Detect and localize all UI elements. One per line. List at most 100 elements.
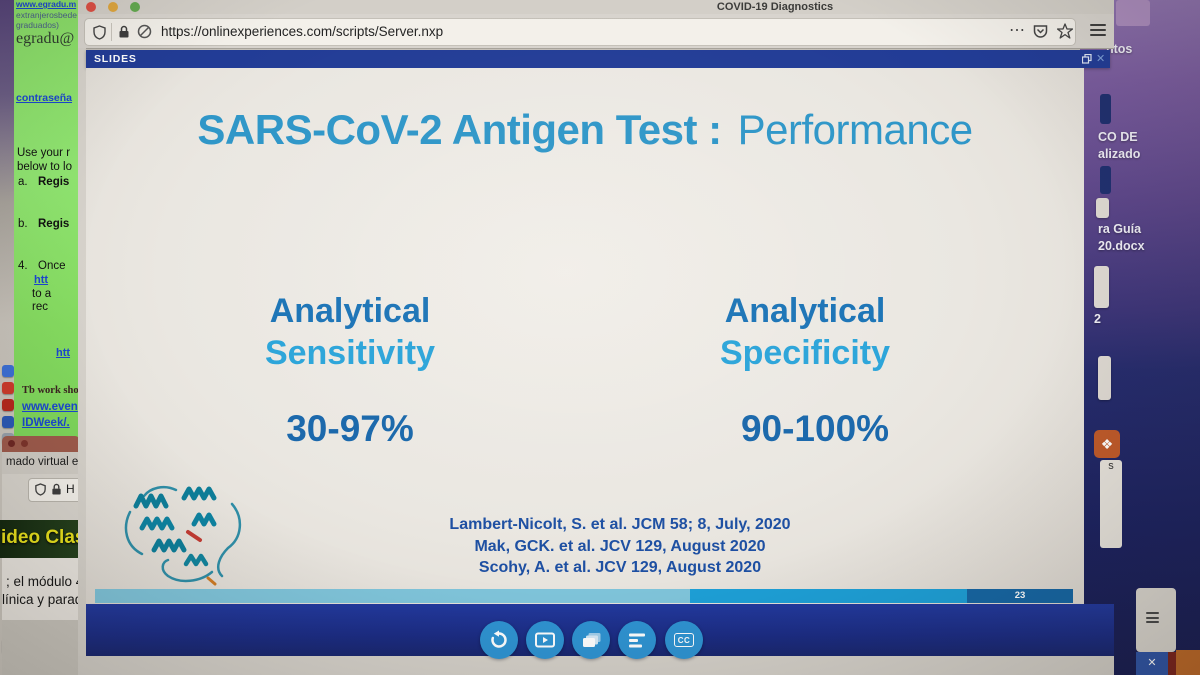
slides-window-titlebar: SLIDES ✕ [86, 50, 1110, 68]
bookmark-star-icon[interactable] [1057, 23, 1073, 39]
page-actions-icon[interactable]: ⋯ [1009, 22, 1025, 39]
desktop-file-label: 20.docx [1098, 239, 1145, 253]
list-marker: b. [18, 218, 28, 230]
slides-stack-icon [583, 632, 601, 647]
hamburger-menu-icon[interactable] [1090, 24, 1106, 36]
green-notes-panel [14, 0, 80, 437]
note-text: below to lo [17, 161, 72, 173]
close-button[interactable] [8, 440, 15, 447]
lock-icon [52, 483, 61, 495]
replay-icon [491, 630, 507, 648]
link[interactable]: htt [56, 347, 71, 359]
metric-value: 30-97% [286, 408, 414, 449]
note-text: rec [32, 301, 48, 313]
email-text: egradu@ [16, 30, 75, 47]
captions-icon: CC [674, 633, 694, 647]
slide-progress-bar[interactable]: 23 [95, 589, 1073, 603]
file-icon-tab[interactable] [1100, 94, 1111, 124]
file-icon-tab[interactable] [1096, 198, 1109, 218]
player-toolbar: CC [86, 604, 1114, 659]
video-title: ideo Clase [1, 527, 97, 548]
note-text: extranjerosbede [16, 10, 77, 20]
dock-icon[interactable] [2, 365, 14, 377]
wallpaper-highlight [1116, 0, 1150, 26]
link[interactable]: htt [34, 274, 49, 286]
slide-canvas: SARS-CoV-2 Antigen Test : Performance Ana… [86, 68, 1084, 604]
divider [111, 23, 112, 41]
close-tile[interactable]: ✕ [1136, 652, 1168, 675]
mini-url-field[interactable]: H [28, 478, 82, 502]
reference-line: Lambert-Nicolt, S. et al. JCM 58; 8, Jul… [449, 516, 791, 533]
browser-bottom-strip [78, 656, 1114, 675]
metric-specificity: Analytical Specificity [680, 290, 930, 374]
orange-app-icon[interactable]: ❖ [1094, 430, 1120, 458]
dock-icon-youtube[interactable] [2, 399, 14, 411]
metric-sensitivity: Analytical Sensitivity [225, 290, 475, 374]
shield-icon [35, 483, 46, 496]
lock-icon[interactable] [118, 25, 130, 39]
close-button[interactable] [86, 2, 96, 12]
video-player-fragment[interactable]: ideo Clase [0, 520, 96, 558]
note-text: Use your r [17, 147, 71, 159]
window-fragment-card: s [1100, 460, 1122, 548]
video-button[interactable] [526, 621, 564, 659]
pocket-icon[interactable] [1033, 24, 1048, 39]
list-item: Regis [38, 176, 70, 188]
file-icon-tab[interactable] [1094, 266, 1109, 308]
tab-title: COVID-19 Diagnostics [716, 0, 834, 13]
url-bar[interactable]: https://onlinexperiences.com/scripts/Ser… [84, 18, 1076, 46]
list-item: Regis [38, 218, 70, 230]
shield-icon[interactable] [93, 24, 106, 40]
outline-icon [629, 633, 645, 648]
url-text: https://onlinexperiences.com/scripts/Ser… [161, 23, 444, 39]
slide-title: SARS-CoV-2 Antigen Test : Performance [86, 106, 1084, 154]
video-icon [535, 632, 555, 648]
desktop-file-label: CO DE [1098, 130, 1138, 144]
slide-page-number: 23 [967, 589, 1073, 603]
file-icon-tab[interactable] [1098, 356, 1111, 400]
protein-structure-image [124, 485, 241, 586]
references-block: Lambert-Nicolt, S. et al. JCM 58; 8, Jul… [390, 514, 850, 579]
metric-label: Analytical [724, 292, 886, 330]
outline-button[interactable] [618, 621, 656, 659]
minimize-button[interactable] [21, 440, 28, 447]
minimize-button[interactable] [108, 2, 118, 12]
slide-title-main: SARS-CoV-2 Antigen Test : [197, 106, 722, 153]
permissions-blocked-icon[interactable] [137, 24, 152, 39]
desktop-file-label: alizado [1098, 147, 1141, 161]
password-link[interactable]: contraseña [16, 92, 73, 104]
dock-icon[interactable] [2, 382, 14, 394]
metric-label: Analytical [269, 292, 431, 330]
orange-tile [1176, 650, 1200, 675]
progress-segment-mid [690, 589, 967, 603]
slides-stack-button[interactable] [572, 621, 610, 659]
note-text: Tb work shop [22, 385, 85, 396]
replay-button[interactable] [480, 621, 518, 659]
link[interactable]: www.egradu.m [16, 0, 77, 9]
slides-window-title: SLIDES [94, 53, 137, 65]
url-fragment: H [66, 482, 75, 496]
menu-icon[interactable] [1146, 612, 1159, 623]
document-text: ; el módulo 4 [6, 574, 84, 589]
file-icon-tab[interactable] [1100, 166, 1111, 194]
list-item: Once [38, 260, 66, 272]
captions-button[interactable]: CC [665, 621, 703, 659]
browser-tab-bar: COVID-19 Diagnostics [78, 0, 1114, 15]
link[interactable]: IDWeek/. [22, 417, 70, 429]
reference-line: Mak, GCK. et al. JCV 129, August 2020 [474, 537, 766, 555]
metric-value: 90-100% [740, 408, 890, 449]
dock-icon[interactable] [2, 416, 14, 428]
red-tile [1168, 652, 1176, 675]
close-window-icon[interactable]: ✕ [1096, 53, 1106, 65]
restore-window-icon[interactable] [1082, 54, 1092, 64]
document-text: línica y parad [2, 592, 83, 607]
side-panel[interactable] [1136, 588, 1176, 652]
maximize-button[interactable] [130, 2, 140, 12]
note-text: to a [32, 288, 52, 300]
reference-line: Scohy, A. et al. JCV 129, August 2020 [478, 559, 762, 576]
slide-title-sub: Performance [737, 106, 973, 153]
metric-label: Sensitivity [264, 334, 436, 372]
desktop-file-label: 2 [1094, 312, 1101, 326]
background-window-toolbar: H [2, 474, 82, 520]
link[interactable]: www.even [22, 401, 78, 413]
